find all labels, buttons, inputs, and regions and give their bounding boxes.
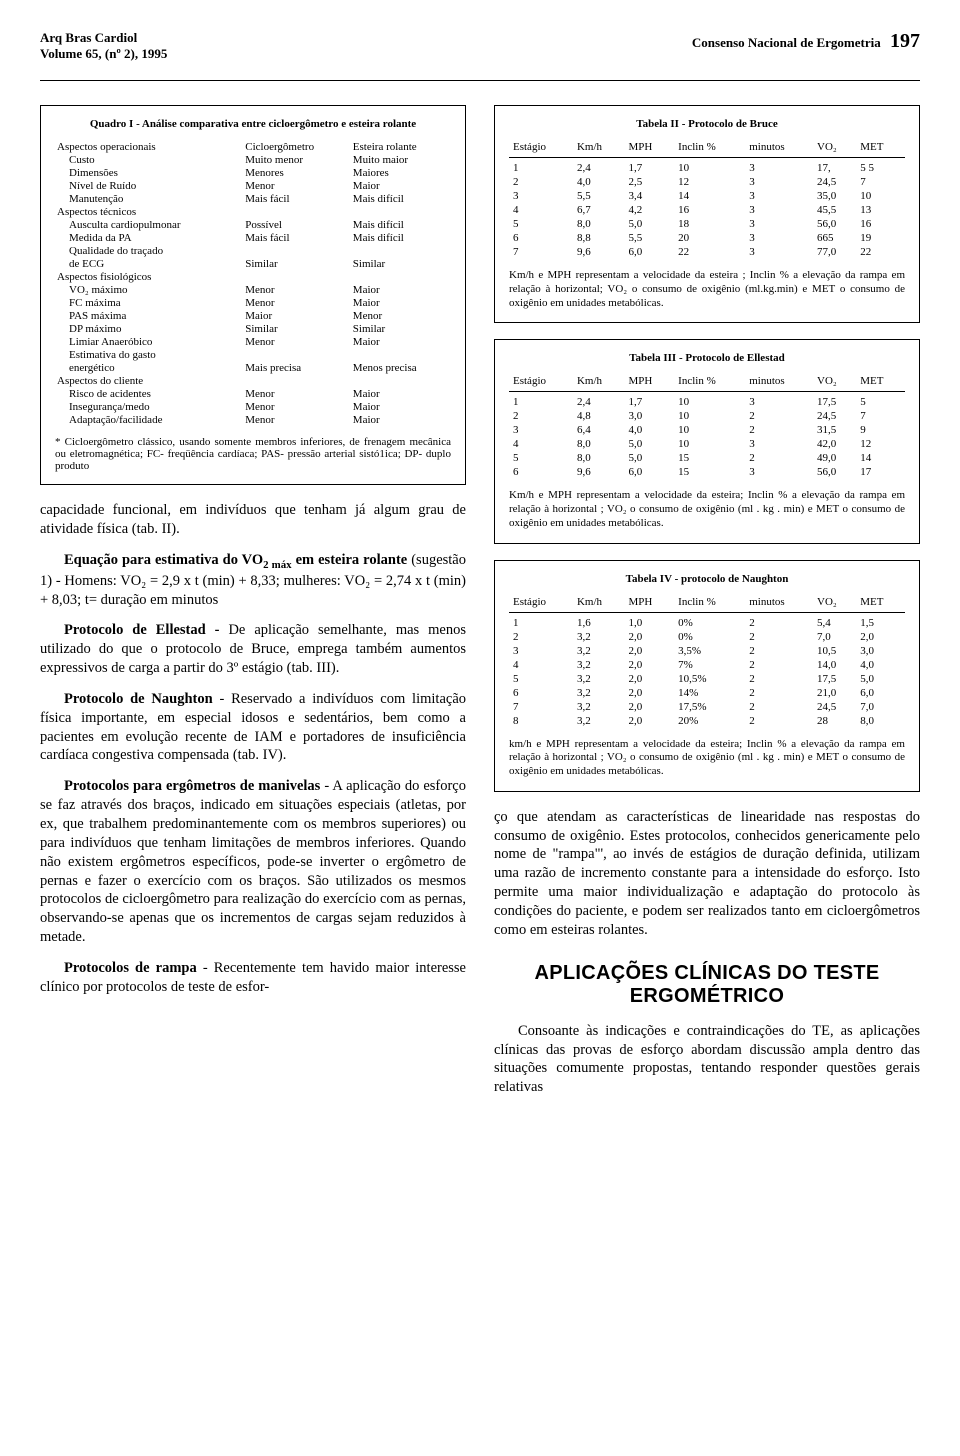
- quadro-1-footnote: * Cicloergômetro clássico, usando soment…: [55, 436, 451, 472]
- right-p1: ço que atendam as características de lin…: [494, 808, 920, 940]
- tabela-4-caption: km/h e MPH representam a velocidade da e…: [509, 738, 905, 779]
- right-column: Tabela II - Protocolo de Bruce EstágioKm…: [494, 105, 920, 1109]
- quadro-1-box: Quadro I - Análise comparativa entre cic…: [40, 105, 466, 485]
- tabela-3-caption: Km/h e MPH representam a velocidade da e…: [509, 489, 905, 530]
- section-title: Consenso Nacional de Ergometria: [692, 35, 881, 50]
- left-column: Quadro I - Análise comparativa entre cic…: [40, 105, 466, 1109]
- tabela-2-title: Tabela II - Protocolo de Bruce: [509, 118, 905, 130]
- left-p1: capacidade funcional, em indivíduos que …: [40, 501, 466, 539]
- tabela-4-table: EstágioKm/hMPHInclin %minutosVO₂MET 11,6…: [509, 595, 905, 728]
- quadro-1-table: Aspectos operacionaisCicloergômetroEstei…: [55, 140, 451, 426]
- journal-name: Arq Bras Cardiol: [40, 30, 167, 46]
- tabela-3-table: EstágioKm/hMPHInclin %minutosVO₂MET 12,4…: [509, 374, 905, 479]
- left-p6: Protocolos de rampa - Recentemente tem h…: [40, 959, 466, 997]
- left-p3: Protocolo de Ellestad - De aplicação sem…: [40, 621, 466, 678]
- page-number: 197: [890, 30, 920, 52]
- left-body-text: capacidade funcional, em indivíduos que …: [40, 501, 466, 997]
- right-body-text: ço que atendam as características de lin…: [494, 808, 920, 1097]
- tabela-2-box: Tabela II - Protocolo de Bruce EstágioKm…: [494, 105, 920, 323]
- tabela-2-table: EstágioKm/hMPHInclin %minutosVO₂MET 12,4…: [509, 140, 905, 259]
- journal-volume: Volume 65, (nº 2), 1995: [40, 46, 167, 62]
- tabela-3-box: Tabela III - Protocolo de Ellestad Estág…: [494, 339, 920, 543]
- left-p5: Protocolos para ergômetros de manivelas …: [40, 777, 466, 947]
- quadro-1-title: Quadro I - Análise comparativa entre cic…: [55, 118, 451, 130]
- tabela-4-title: Tabela IV - protocolo de Naughton: [509, 573, 905, 585]
- header-right: Consenso Nacional de Ergometria 197: [692, 30, 920, 53]
- header-rule: [40, 80, 920, 81]
- tabela-3-title: Tabela III - Protocolo de Ellestad: [509, 352, 905, 364]
- header-left: Arq Bras Cardiol Volume 65, (nº 2), 1995: [40, 30, 167, 62]
- left-p4: Protocolo de Naughton - Reservado a indi…: [40, 690, 466, 765]
- tabela-4-box: Tabela IV - protocolo de Naughton Estági…: [494, 560, 920, 792]
- tabela-2-caption: Km/h e MPH representam a velocidade da e…: [509, 269, 905, 310]
- section-heading: APLICAÇÕES CLÍNICAS DO TESTE ERGOMÉTRICO: [494, 962, 920, 1008]
- right-p2: Consoante às indicações e contraindicaçõ…: [494, 1022, 920, 1097]
- two-column-layout: Quadro I - Análise comparativa entre cic…: [40, 105, 920, 1109]
- left-p2: Equação para estimativa do VO2 máx em es…: [40, 551, 466, 610]
- page-header: Arq Bras Cardiol Volume 65, (nº 2), 1995…: [40, 30, 920, 62]
